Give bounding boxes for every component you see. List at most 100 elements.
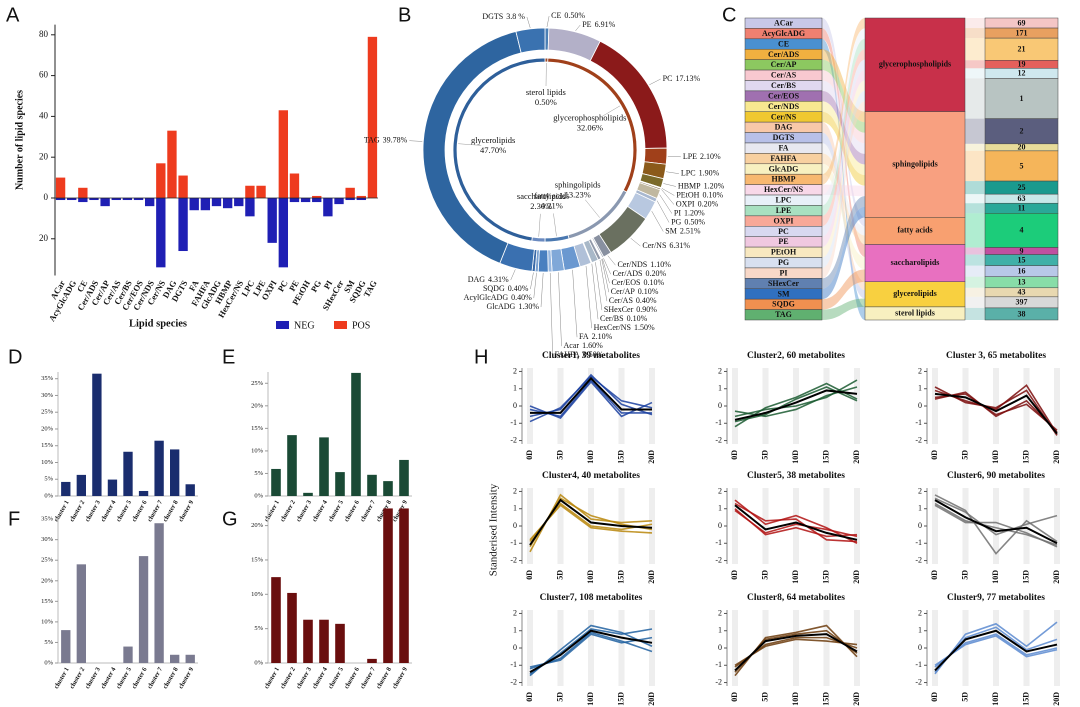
class-label: PC (778, 227, 789, 236)
panel-letter: G (222, 508, 238, 530)
y-tick-label: 0% (44, 492, 53, 499)
legend-label: NEG (294, 320, 315, 331)
y-tick-label: 2 (718, 366, 722, 375)
slice-label: CE 0.50% (551, 11, 585, 20)
bar (367, 474, 377, 496)
x-tick-label: 5D (555, 570, 564, 580)
x-tick-label: 0D (525, 450, 534, 460)
inner-category: glycerophospholipids (553, 113, 626, 123)
label-leader (546, 15, 550, 28)
bar (383, 481, 393, 496)
category-node (864, 244, 966, 282)
class-node (744, 309, 823, 321)
flow (965, 118, 985, 144)
line (529, 631, 653, 670)
flow (965, 213, 985, 248)
x-tick-label: 15D (1021, 692, 1030, 706)
legend-swatch (276, 321, 289, 329)
slice-value: 0.10% (702, 190, 723, 199)
slice-value: 2.51% (680, 226, 701, 235)
bar (170, 654, 180, 663)
slice-label: Cer/AS 0.40% (609, 296, 657, 305)
y-tick-label: 5% (254, 470, 263, 477)
line (734, 499, 858, 544)
y-tick-label: -1 (915, 418, 922, 427)
flow (822, 38, 865, 321)
label-leader (533, 272, 537, 299)
class-label: HexCer/NS (764, 185, 804, 194)
donut-slice (515, 27, 546, 54)
inner-value: 2.30% (530, 201, 552, 211)
class-label: PE (778, 237, 788, 246)
slice-label: OXPI 0.20% (676, 199, 719, 208)
slice-category: PG (671, 217, 681, 226)
x-tick-label: 5D (555, 450, 564, 460)
y-tick-label: 35% (41, 516, 54, 523)
bar (245, 197, 255, 217)
x-tick-label: 5D (555, 692, 564, 702)
x-tick-label: 10D (991, 692, 1000, 706)
cluster-label: 5 (1020, 161, 1024, 170)
label-leader (572, 269, 578, 338)
y-tick-label: 25% (41, 409, 54, 416)
y-tick-label: 0% (44, 659, 53, 666)
slice-value: 0.50% (583, 350, 604, 359)
slice-value: 6.91% (595, 20, 616, 29)
y-tick-label: -2 (715, 555, 722, 564)
slice-label: LPC 1.90% (681, 169, 720, 178)
flow (965, 307, 985, 320)
bar (185, 654, 195, 663)
flow (965, 18, 985, 29)
class-label: PG (778, 258, 789, 267)
y-tick-label: -1 (510, 538, 517, 547)
slice-value: 1.30% (518, 302, 539, 311)
slice-label: PI 1.20% (674, 208, 705, 217)
class-label: Cer/EOS (768, 91, 800, 100)
cluster-label: 20 (1018, 143, 1026, 152)
bar (289, 197, 300, 203)
y-tick-label: 1 (918, 504, 922, 513)
panel-letter: E (222, 346, 235, 368)
y-tick-label: -1 (715, 660, 722, 669)
bar (287, 435, 297, 496)
inner-category: saccharolipids (517, 191, 566, 201)
slice-value: 0.90% (636, 305, 657, 314)
flow (965, 28, 985, 39)
y-tick-label: 2 (513, 366, 517, 375)
x-tick-label: 15D (821, 692, 830, 706)
y-tick-label: 30% (41, 392, 54, 399)
inner-category: sterol lipids (526, 87, 566, 97)
bar (271, 468, 281, 496)
label-leader (659, 194, 673, 214)
cluster-label: 13 (1018, 278, 1026, 287)
panel-title: Cluster6, 90 metabolites (947, 471, 1045, 481)
y-tick-label: 1 (718, 384, 722, 393)
inner-value: 32.06% (577, 123, 603, 133)
line (529, 629, 653, 674)
slice-category: Acar (564, 341, 580, 350)
category-node (864, 111, 966, 218)
y-tick-label: -2 (510, 555, 517, 564)
x-tick-label: 5D (760, 570, 769, 580)
slice-label: HBMP 1.20% (678, 181, 725, 190)
cluster-label: 171 (1016, 28, 1028, 37)
y-tick-label: 0 (513, 401, 517, 410)
inner-category: fatty acids (534, 190, 569, 200)
x-tick-label: cluster 9 (177, 499, 195, 524)
bar (100, 197, 110, 207)
bar (271, 577, 281, 663)
x-tick-label: 0D (930, 692, 939, 702)
label-leader (540, 272, 544, 308)
slice-label: SM 2.51% (665, 226, 701, 235)
y-tick-label: 20 (39, 151, 49, 161)
cluster-label: 25 (1018, 183, 1026, 192)
flow (822, 59, 865, 237)
flow (822, 49, 865, 227)
panel-title: Cluster8, 64 metabolites (747, 593, 845, 603)
bar (178, 197, 188, 252)
slice-value: 0.10% (638, 287, 659, 296)
x-tick-label: 10D (586, 692, 595, 706)
flow (822, 38, 865, 216)
label-leader (585, 265, 592, 329)
